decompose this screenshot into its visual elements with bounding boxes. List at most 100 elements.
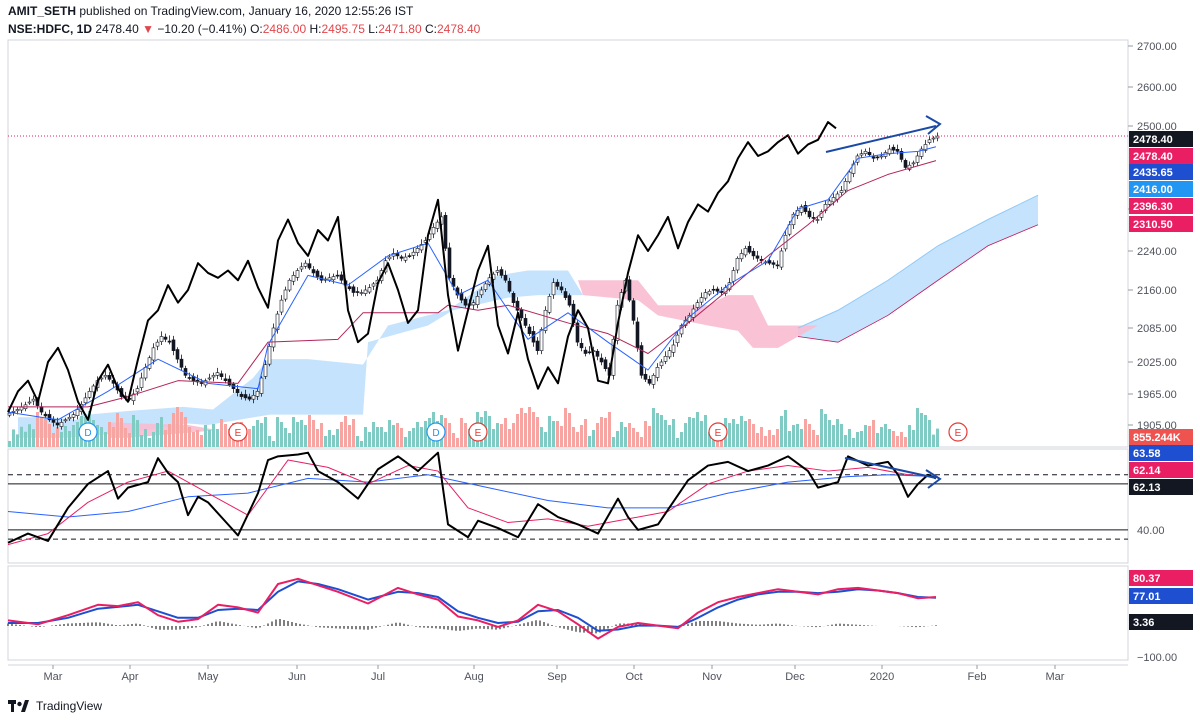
candle-body — [47, 414, 52, 421]
candle-body — [627, 279, 632, 301]
arrow-head-icon — [925, 115, 942, 135]
lagging-span-line — [7, 121, 837, 421]
rsi-label-box — [1129, 445, 1193, 461]
volume-bar — [844, 435, 847, 447]
candle-body — [263, 364, 268, 377]
open-label: O: — [250, 22, 263, 36]
volume-bar — [408, 431, 411, 447]
volume-bar — [276, 417, 279, 447]
volume-bar — [644, 421, 647, 447]
volume-bar — [312, 420, 315, 447]
volume-bar — [248, 429, 251, 447]
volume-bar — [544, 432, 547, 447]
volume-bar — [508, 429, 511, 447]
candle-body — [527, 326, 532, 334]
candle-body — [931, 137, 936, 140]
price-label: 2478.40 — [1133, 151, 1173, 163]
stoch-label-box — [1129, 614, 1193, 630]
volume-bar — [892, 431, 895, 447]
candle-body — [727, 282, 732, 290]
volume-bar — [144, 429, 147, 447]
volume-bar — [856, 432, 859, 447]
volume-bar — [252, 426, 255, 447]
candle-body — [355, 291, 360, 293]
volume-bar — [776, 429, 779, 447]
volume-bar — [324, 436, 327, 447]
volume-bar — [808, 424, 811, 447]
candle-body — [67, 416, 72, 420]
volume-bar — [264, 417, 267, 447]
time-axis-tick: Mar — [1046, 671, 1065, 683]
price-label: 855.244K — [1133, 432, 1181, 444]
candle-body — [495, 270, 500, 273]
volume-bar — [900, 432, 903, 447]
candle-body — [755, 255, 760, 259]
volume-bar — [316, 429, 319, 447]
volume-bar — [556, 421, 559, 447]
event-marker — [948, 422, 968, 442]
volume-bar — [520, 408, 523, 447]
price-axis-tick: 2025.00 — [1137, 357, 1177, 369]
volume-bar — [664, 420, 667, 447]
candle-body — [175, 349, 180, 360]
high-value: 2495.75 — [321, 22, 365, 36]
time-axis-tick: 2020 — [870, 671, 894, 683]
candle-body — [587, 351, 592, 354]
rsi-line — [7, 451, 937, 544]
cloud-edge-line — [797, 224, 1039, 343]
volume-bar — [328, 430, 331, 447]
candle-body — [75, 409, 80, 416]
volume-bar — [208, 430, 211, 447]
candle-body — [915, 155, 920, 163]
candle-body — [499, 269, 504, 276]
candle-body — [859, 153, 864, 156]
candle-body — [583, 349, 588, 354]
volume-bar — [460, 418, 463, 447]
price-axis-tick: 1965.00 — [1137, 389, 1177, 401]
candle-body — [643, 373, 648, 380]
volume-bar — [712, 437, 715, 447]
volume-bar — [72, 425, 75, 447]
volume-bar — [528, 407, 531, 447]
candle-body — [159, 336, 164, 342]
volume-bar — [564, 408, 567, 447]
volume-bar — [592, 430, 595, 447]
candle-body — [811, 217, 816, 219]
candle-body — [235, 388, 240, 393]
volume-bar — [928, 420, 931, 447]
volume-bar — [192, 432, 195, 447]
candle-body — [15, 409, 20, 412]
volume-bar — [608, 412, 611, 447]
candle-body — [771, 262, 776, 265]
candle-body — [799, 206, 804, 213]
volume-bar — [652, 408, 655, 447]
time-axis-tick: Apr — [121, 671, 138, 683]
candle-body — [875, 156, 880, 159]
candle-body — [359, 292, 364, 294]
volume-bar — [176, 407, 179, 447]
candle-body — [71, 414, 76, 418]
volume-bar — [104, 432, 107, 447]
candle-body — [63, 419, 68, 422]
candle-body — [287, 279, 292, 291]
candle-body — [407, 255, 412, 257]
candle-body — [415, 248, 420, 254]
volume-bar — [728, 423, 731, 447]
candle-body — [731, 270, 736, 282]
candle-body — [483, 283, 488, 290]
price-axis-tick: 2600.00 — [1137, 82, 1177, 94]
volume-bar — [524, 413, 527, 447]
volume-bar — [668, 425, 671, 447]
volume-bar — [492, 429, 495, 447]
volume-bar — [660, 415, 663, 447]
volume-bar — [788, 431, 791, 447]
candle-body — [575, 322, 580, 343]
volume-bar — [168, 424, 171, 447]
low-label: L: — [368, 22, 379, 36]
event-marker — [468, 422, 488, 442]
stoch-label-box — [1129, 570, 1193, 586]
candle-body — [827, 200, 832, 205]
candle-body — [675, 334, 680, 344]
volume-bar — [416, 422, 419, 447]
